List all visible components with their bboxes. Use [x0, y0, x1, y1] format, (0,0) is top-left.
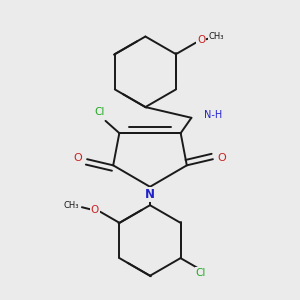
Text: CH₃: CH₃: [209, 32, 224, 41]
Text: Cl: Cl: [94, 107, 105, 117]
Text: O: O: [91, 205, 99, 215]
Text: O: O: [74, 153, 82, 163]
Text: CH₃: CH₃: [63, 201, 79, 210]
Text: Cl: Cl: [196, 268, 206, 278]
Text: N-H: N-H: [204, 110, 222, 120]
Text: N: N: [145, 188, 155, 201]
Text: O: O: [218, 153, 226, 163]
Text: O: O: [197, 35, 205, 45]
